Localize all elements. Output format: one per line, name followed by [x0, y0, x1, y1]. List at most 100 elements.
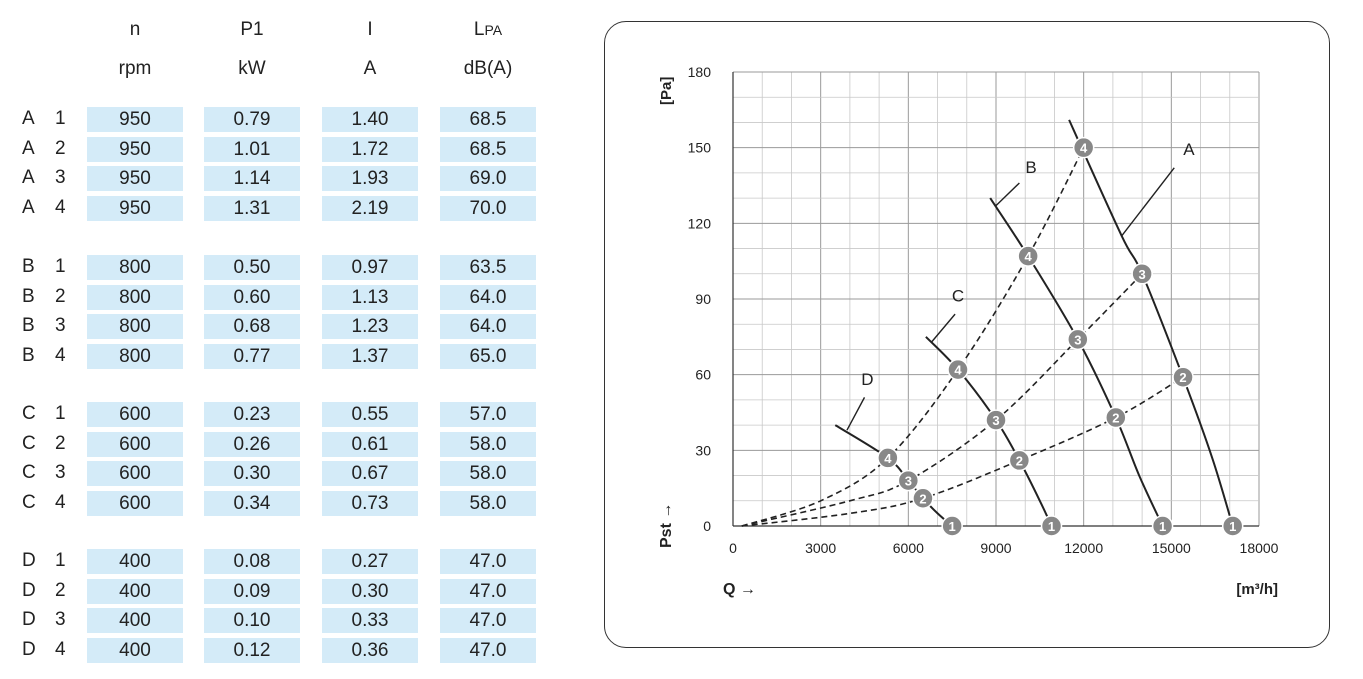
row-step-number: 1: [55, 550, 66, 571]
row-step-number: 3: [55, 462, 66, 483]
column-header-unit: kW: [238, 58, 266, 79]
row-group-letter: D: [22, 579, 36, 601]
table-cell: 47.0: [440, 578, 536, 604]
table-cell: 1.23: [322, 314, 418, 339]
table-cell: 64.0: [440, 314, 536, 339]
row-group-letter: A: [22, 196, 35, 218]
table-cell: 400: [87, 608, 183, 633]
table-cell: 0.27: [322, 549, 418, 574]
table-cell: 2.19: [322, 195, 418, 221]
column-header-unit: dB(A): [463, 58, 513, 79]
operating-point-label: 3: [1074, 332, 1081, 347]
operating-point-marker: [1008, 449, 1031, 472]
table-cell: 0.61: [322, 431, 418, 457]
table-cell: 1.14: [204, 166, 300, 191]
fan-curve-B: [989, 197, 1164, 527]
table-cell: 68.5: [440, 136, 536, 162]
header-symbol-text: P1: [240, 19, 264, 40]
row-step-number: 1: [55, 108, 66, 129]
y-tick-label: 150: [688, 140, 712, 156]
header-symbol-subscript: PA: [484, 22, 503, 38]
table-cell: 0.79: [204, 107, 300, 132]
x-tick-label: 15000: [1152, 540, 1191, 556]
table-cell: 58.0: [440, 431, 536, 457]
row-step-number: 2: [55, 579, 66, 601]
row-group-letter: D: [22, 638, 36, 660]
operating-point-label: 1: [1159, 519, 1166, 534]
column-header-unit: A: [363, 58, 377, 79]
operating-point-marker: [1105, 406, 1127, 429]
column-header-symbol: n: [87, 19, 183, 41]
column-header-symbol: P1: [204, 19, 300, 41]
table-cell: 58.0: [440, 490, 536, 516]
table-cell: 0.73: [322, 490, 418, 516]
operating-point-marker: [1131, 263, 1153, 285]
y-tick-label: 30: [695, 442, 711, 458]
y-tick-label: 0: [703, 518, 711, 534]
table-cell: 69.0: [440, 166, 536, 191]
operating-point-marker: [877, 447, 899, 469]
x-tick-label: 3000: [805, 540, 836, 556]
row-step-number: 2: [55, 137, 66, 159]
x-tick-label: 6000: [893, 540, 924, 556]
operating-point-marker: [1172, 366, 1194, 388]
table-cell: 0.08: [204, 549, 300, 574]
y-tick-label: 180: [688, 64, 712, 80]
row-step-number: 4: [55, 638, 66, 660]
row-group-letter: C: [22, 491, 36, 513]
x-tick-label: 9000: [980, 540, 1011, 556]
column-header-unit: rpm: [118, 58, 152, 79]
operating-point-label: 3: [905, 474, 912, 489]
table-cell: 47.0: [440, 637, 536, 663]
table-cell: 0.68: [204, 314, 300, 339]
x-tick-label: 0: [729, 540, 737, 556]
table-cell: 0.55: [322, 402, 418, 427]
row-group-letter: B: [22, 285, 35, 307]
system-curve-4: [741, 147, 1085, 527]
operating-point-label: 2: [919, 491, 926, 506]
table-cell: 800: [87, 314, 183, 339]
row-step-number: 1: [55, 256, 66, 277]
operating-point-label: 1: [1229, 519, 1236, 534]
operating-point-label: 4: [1025, 249, 1033, 264]
curve-label-leader: [846, 397, 866, 431]
table-cell: 0.09: [204, 578, 300, 604]
x-axis-unit: [m³/h]: [1236, 581, 1278, 598]
table-cell: 400: [87, 549, 183, 574]
operating-point-label: 2: [1112, 411, 1119, 426]
y-tick-label: 120: [688, 215, 712, 231]
table-cell: 70.0: [440, 195, 536, 221]
operating-point-marker: [897, 469, 920, 492]
table-cell: 600: [87, 402, 183, 427]
operating-point-marker: [1072, 136, 1095, 159]
row-group-letter: B: [22, 256, 35, 277]
table-cell: 58.0: [440, 461, 536, 486]
table-cell: 600: [87, 461, 183, 486]
table-cell: 0.30: [204, 461, 300, 486]
row-group-letter: C: [22, 403, 36, 424]
header-symbol-text: I: [367, 19, 373, 40]
column-header-symbol: LPA: [440, 19, 536, 41]
table-cell: 1.31: [204, 195, 300, 221]
table-cell: 0.33: [322, 608, 418, 633]
operating-point-marker: [912, 487, 934, 510]
operating-point-label: 1: [949, 519, 956, 534]
row-group-letter: C: [22, 432, 36, 454]
table-cell: 0.60: [204, 284, 300, 310]
column-header-symbol: I: [322, 19, 418, 41]
table-cell: 68.5: [440, 107, 536, 132]
table-cell: 800: [87, 284, 183, 310]
row-group-letter: B: [22, 315, 35, 336]
row-group-letter: A: [22, 108, 35, 129]
operating-point-label: 2: [1016, 453, 1023, 468]
row-group-letter: A: [22, 167, 35, 188]
operating-point-marker: [1040, 515, 1063, 537]
row-step-number: 3: [55, 315, 66, 336]
operating-point-marker: [941, 515, 963, 537]
table-cell: 0.23: [204, 402, 300, 427]
table-cell: 1.93: [322, 166, 418, 191]
table-cell: 0.26: [204, 431, 300, 457]
header-symbol-text: n: [129, 19, 141, 40]
row-group-letter: A: [22, 137, 35, 159]
